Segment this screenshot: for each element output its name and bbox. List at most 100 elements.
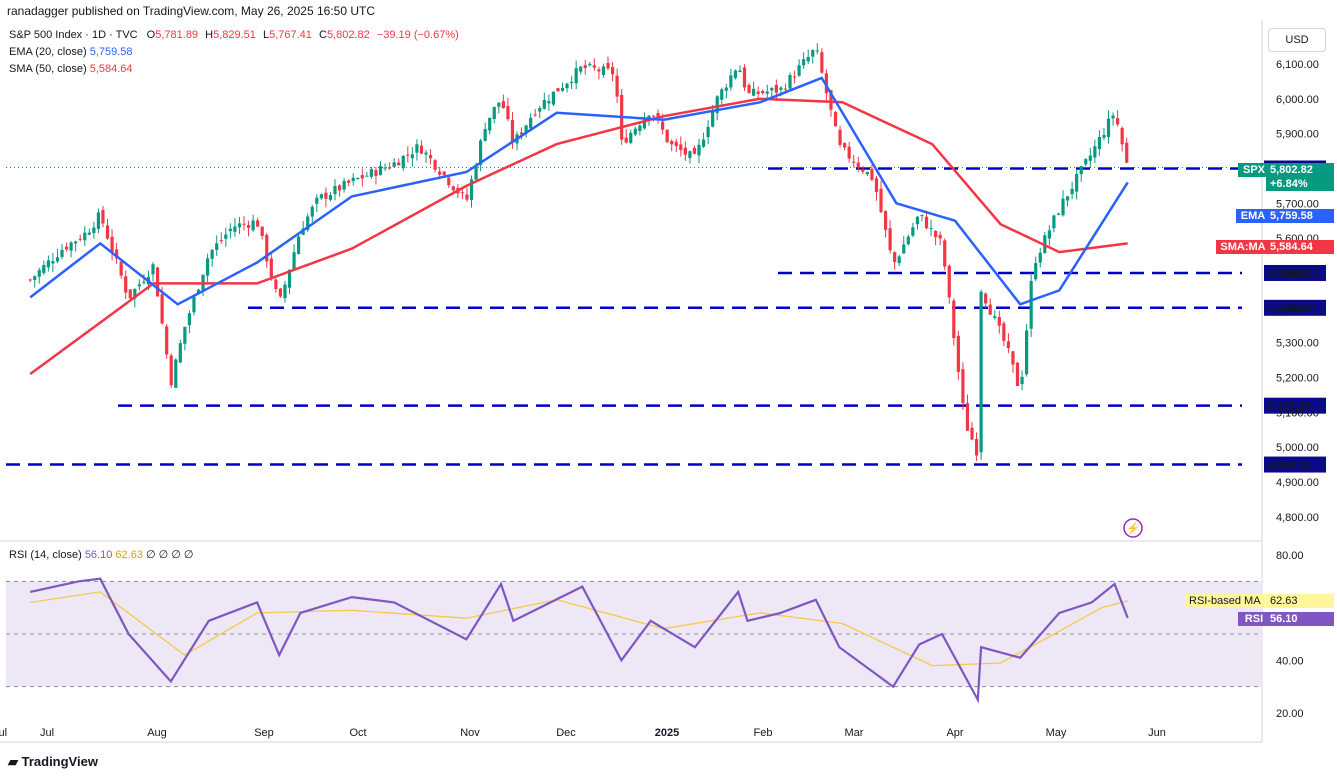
candle-body — [952, 300, 956, 339]
candle-body — [397, 162, 401, 166]
candle-body — [1125, 142, 1129, 163]
candle-body — [1002, 323, 1006, 341]
candle-body — [465, 194, 469, 200]
rsi-tick-label: 80.00 — [1276, 550, 1304, 562]
candle-body — [638, 125, 642, 131]
candle-body — [774, 84, 778, 93]
candle-body — [934, 230, 938, 238]
candle-body — [96, 212, 101, 229]
candle-body — [824, 73, 829, 94]
candle-body — [105, 225, 110, 239]
rsi-ma-value-tag: 62.63 — [1266, 594, 1334, 608]
candle-body — [970, 427, 974, 440]
candle-body — [269, 258, 273, 278]
candle-body — [588, 63, 592, 66]
legend-sma-row[interactable]: SMA (50, close) 5,584.64 — [9, 63, 133, 75]
rsi-value-tag: 56.10 — [1266, 612, 1334, 626]
candle-body — [1047, 230, 1051, 239]
legend-rsi-row[interactable]: RSI (14, close) 56.10 62.63 ∅ ∅ ∅ ∅ — [9, 549, 194, 561]
candle-body — [506, 105, 510, 120]
candle-body — [378, 165, 383, 176]
candle-body — [178, 343, 182, 363]
candle-body — [101, 210, 105, 224]
candle-body — [1011, 351, 1015, 365]
candle-body — [406, 154, 410, 156]
candle-body — [1006, 341, 1011, 349]
price-tick-label: 5,000.00 — [1276, 442, 1319, 454]
candle-body — [110, 236, 114, 252]
candle-body — [169, 355, 173, 386]
candle-body — [510, 119, 515, 143]
candle-body — [46, 260, 50, 268]
candle-body — [852, 161, 856, 163]
tradingview-logo[interactable]: ▰ TradingView — [8, 754, 98, 769]
sma-50-line — [29, 97, 1128, 376]
candle-body — [401, 155, 405, 169]
candle-body — [196, 289, 201, 295]
candle-body — [747, 84, 751, 93]
candle-body — [87, 232, 91, 235]
candle-body — [711, 110, 715, 127]
candle-body — [788, 75, 792, 89]
candle-body — [551, 91, 556, 105]
candle-body — [1034, 263, 1038, 280]
candle-body — [988, 304, 992, 315]
candle-body — [692, 147, 697, 154]
candle-body — [979, 291, 983, 453]
candle-body — [1075, 173, 1079, 192]
candle-body — [961, 369, 965, 404]
sma-tag-name: SMA:MA — [1216, 240, 1270, 254]
candle-body — [715, 96, 719, 114]
rsi-tick-label: 20.00 — [1276, 708, 1304, 720]
candle-body — [642, 118, 647, 129]
candle-body — [538, 108, 542, 112]
candle-body — [51, 261, 55, 264]
candle-body — [1084, 159, 1088, 165]
candle-body — [765, 91, 769, 94]
candle-body — [533, 114, 537, 116]
price-tick-label: 5,500.00 — [1276, 268, 1319, 280]
candle-body — [78, 238, 82, 240]
candle-body — [879, 188, 883, 213]
candle-body — [33, 276, 37, 281]
candle-body — [469, 179, 474, 201]
candle-body — [224, 234, 228, 239]
ohlc-high: H5,829.51 — [205, 29, 256, 41]
candle-body — [342, 180, 346, 190]
candle-body — [142, 281, 146, 283]
candle-body — [1102, 134, 1106, 138]
candle-body — [665, 129, 669, 143]
candle-body — [683, 147, 687, 155]
currency-button[interactable]: USD — [1268, 28, 1326, 52]
legend-ema-row[interactable]: EMA (20, close) 5,759.58 — [9, 46, 133, 58]
candle-body — [679, 144, 683, 151]
candle-body — [1056, 213, 1061, 215]
candle-body — [870, 168, 874, 180]
level-tag-label: 5,119.00 — [1268, 401, 1310, 413]
candle-body — [770, 87, 774, 91]
candle-body — [833, 111, 838, 127]
price-tick-label: 5,100.00 — [1276, 407, 1319, 419]
symbol-name[interactable]: S&P 500 Index · 1D · TVC — [9, 29, 138, 41]
candle-body — [74, 241, 78, 244]
spx-price-tag: 5,802.82 — [1266, 163, 1334, 177]
candle-body — [720, 89, 724, 100]
level-tag-bg — [1264, 264, 1326, 281]
candle-body — [442, 171, 446, 176]
candle-body — [428, 155, 433, 159]
candle-body — [28, 279, 32, 281]
time-tick-label: Sep — [254, 727, 274, 739]
candle-body — [260, 226, 264, 237]
candle-body — [424, 152, 428, 155]
candle-body — [651, 115, 656, 117]
rsi-extra-values: ∅ ∅ ∅ ∅ — [146, 549, 194, 561]
candle-body — [519, 132, 524, 135]
candle-body — [1088, 155, 1092, 161]
candle-body — [483, 129, 487, 141]
candle-body — [160, 294, 164, 324]
candle-body — [187, 313, 192, 326]
candle-body — [547, 101, 551, 104]
candle-body — [451, 186, 455, 191]
candle-body — [283, 284, 287, 299]
